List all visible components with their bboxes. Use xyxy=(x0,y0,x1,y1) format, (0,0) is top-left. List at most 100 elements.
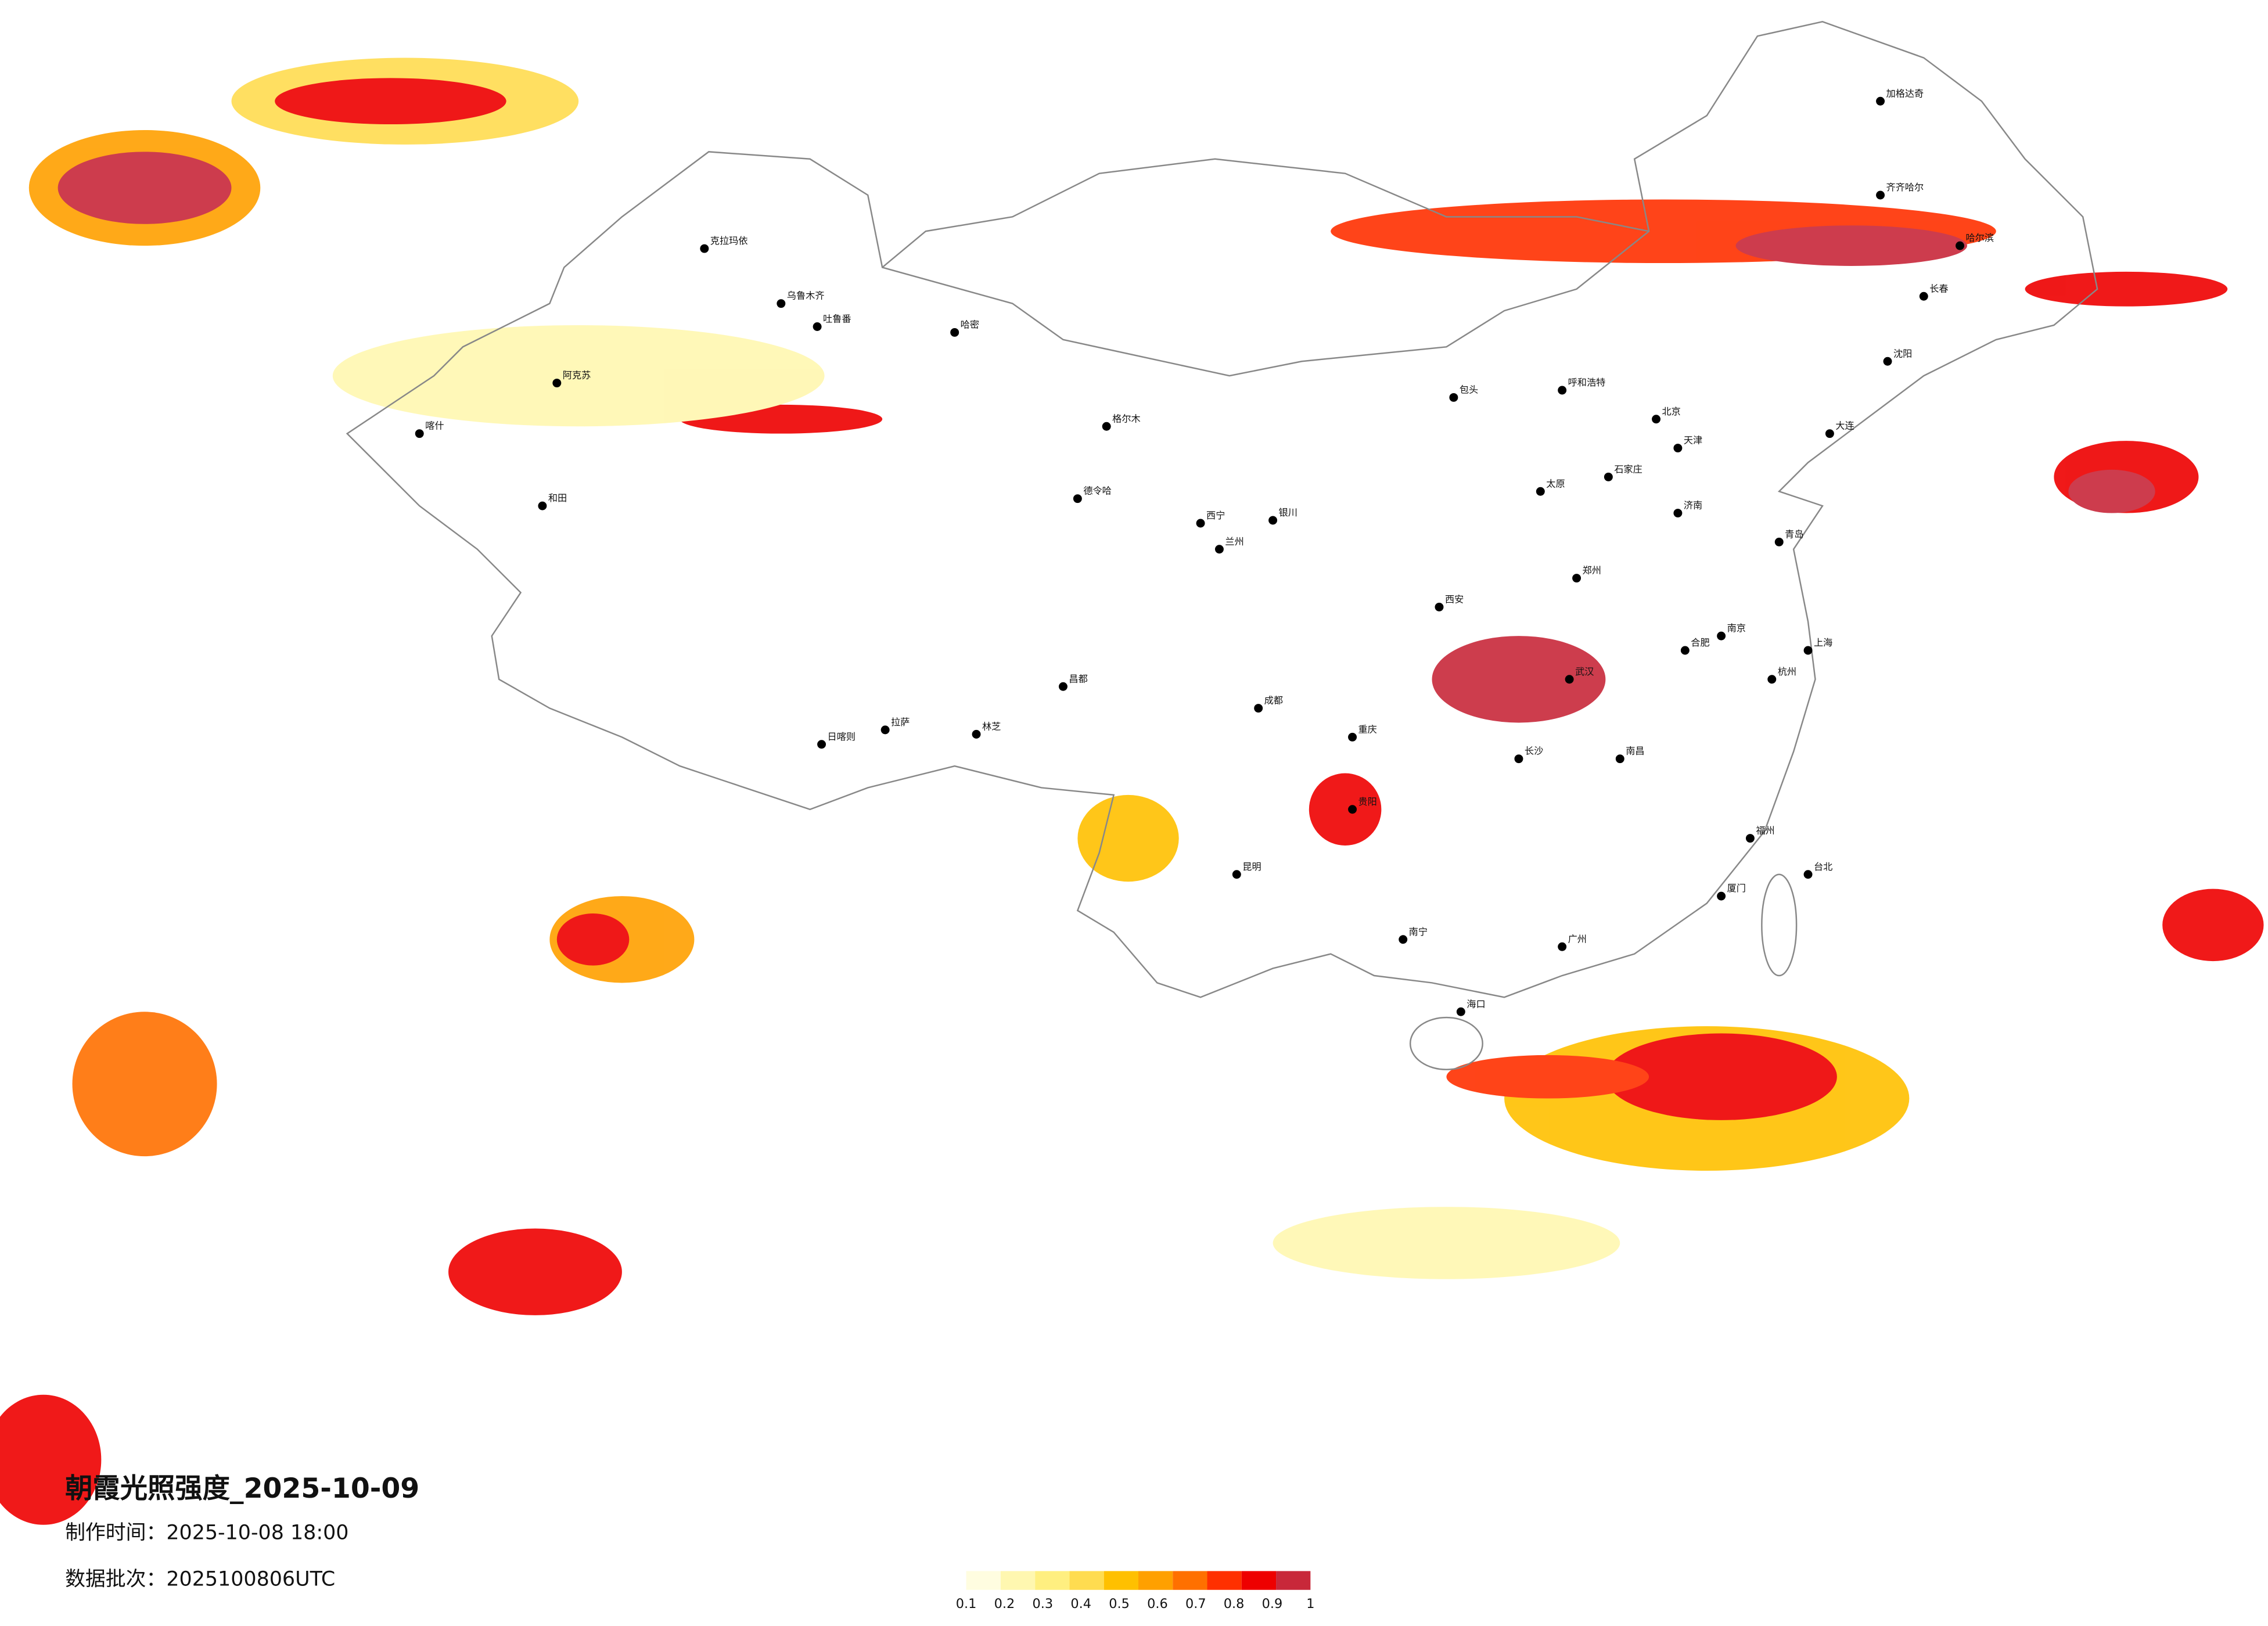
city-label: 克拉玛依 xyxy=(710,235,748,246)
city-label: 天津 xyxy=(1684,435,1702,446)
city-dot xyxy=(1348,805,1357,814)
city-dot xyxy=(1615,754,1624,764)
heat-patch xyxy=(1309,773,1382,846)
city-dot xyxy=(1745,834,1755,843)
city-dot xyxy=(1558,942,1567,951)
legend-tick-label: 0.7 xyxy=(1185,1596,1206,1611)
city-dot xyxy=(552,379,562,388)
city-dot xyxy=(1254,704,1263,713)
city-label: 西安 xyxy=(1445,593,1464,605)
city-dot xyxy=(1803,870,1813,879)
city-label: 台北 xyxy=(1814,861,1832,872)
city-label: 齐齐哈尔 xyxy=(1886,182,1924,193)
city-dot xyxy=(1572,574,1582,583)
legend-swatch xyxy=(1173,1571,1207,1590)
city-label: 林芝 xyxy=(982,721,1001,732)
city-label: 拉萨 xyxy=(891,717,910,728)
city-label: 大连 xyxy=(1835,420,1854,431)
city-dot xyxy=(1604,472,1613,481)
city-label: 郑州 xyxy=(1583,565,1601,576)
city-dot xyxy=(1268,516,1278,525)
heat-patch xyxy=(2162,888,2264,962)
city-label: 福州 xyxy=(1756,825,1774,836)
city-label: 太原 xyxy=(1546,478,1565,489)
city-label: 乌鲁木齐 xyxy=(787,290,825,301)
heat-layer xyxy=(0,57,2264,1525)
city-dot xyxy=(1680,646,1690,655)
city-label: 南宁 xyxy=(1409,926,1428,937)
city-label: 包头 xyxy=(1460,384,1478,395)
city-dot xyxy=(1774,537,1784,546)
city-dot xyxy=(1956,241,1965,250)
city-dot xyxy=(1232,870,1241,879)
city-label: 贵阳 xyxy=(1358,796,1377,807)
taiwan-border xyxy=(1761,873,1798,977)
city-dot xyxy=(1803,646,1813,655)
city-label: 昌都 xyxy=(1069,673,1087,684)
heat-patch xyxy=(57,152,232,224)
city-label: 北京 xyxy=(1662,406,1681,417)
city-dot xyxy=(1652,415,1661,424)
legend-swatch xyxy=(1138,1571,1173,1590)
legend-tick-label: 0.6 xyxy=(1147,1596,1168,1611)
city-label: 沈阳 xyxy=(1893,348,1912,359)
city-label: 长春 xyxy=(1929,283,1948,294)
city-label: 厦门 xyxy=(1727,883,1746,894)
legend-tick-label: 0.1 xyxy=(956,1596,977,1611)
city-dot xyxy=(1196,519,1205,528)
heat-patch xyxy=(556,913,630,966)
city-label: 喀什 xyxy=(425,420,444,431)
heat-patch xyxy=(0,1394,102,1525)
city-label: 西宁 xyxy=(1206,510,1225,521)
city-label: 杭州 xyxy=(1778,666,1796,677)
legend-swatch xyxy=(1207,1571,1242,1590)
heat-patch xyxy=(72,1012,217,1157)
city-label: 哈尔滨 xyxy=(1965,232,1994,243)
city-label: 济南 xyxy=(1684,500,1702,511)
legend-tick-label: 0.8 xyxy=(1224,1596,1245,1611)
city-label: 石家庄 xyxy=(1614,463,1642,474)
city-dot xyxy=(1825,429,1834,438)
mongolia-border xyxy=(882,158,1649,268)
city-dot xyxy=(1919,292,1928,301)
city-dot xyxy=(1102,422,1111,431)
city-dot xyxy=(1767,675,1777,684)
city-label: 昆明 xyxy=(1242,861,1261,872)
city-label: 哈密 xyxy=(961,319,979,330)
city-dot xyxy=(1883,357,1892,366)
legend-swatch xyxy=(1276,1571,1311,1590)
city-label: 和田 xyxy=(548,492,567,503)
city-dot xyxy=(1058,682,1067,691)
legend-tick-label: 0.3 xyxy=(1033,1596,1054,1611)
heat-patch xyxy=(332,325,825,427)
city-dot xyxy=(817,740,826,749)
city-dot xyxy=(1717,891,1726,901)
city-label: 武汉 xyxy=(1575,666,1594,677)
city-label: 成都 xyxy=(1264,695,1283,706)
city-dot xyxy=(950,328,959,337)
heat-patch xyxy=(2025,271,2228,307)
city-dot xyxy=(1449,393,1458,402)
city-dot xyxy=(1514,754,1523,764)
heat-patch xyxy=(1605,1033,1837,1120)
city-label: 银川 xyxy=(1279,507,1297,518)
heat-patch xyxy=(1446,1055,1649,1099)
legend-swatch xyxy=(1241,1571,1277,1590)
city-label: 加格达奇 xyxy=(1886,88,1924,99)
city-label: 海口 xyxy=(1467,998,1485,1009)
legend-tick-label: 1 xyxy=(1306,1596,1314,1611)
legend-swatch xyxy=(1104,1571,1138,1590)
city-label: 重庆 xyxy=(1358,724,1377,735)
map-title: 朝霞光照强度_2025-10-09 xyxy=(65,1473,419,1505)
city-label: 南京 xyxy=(1727,623,1746,634)
city-dot xyxy=(1214,545,1224,554)
city-label: 广州 xyxy=(1568,933,1587,944)
city-dot xyxy=(1673,444,1683,453)
heat-patch xyxy=(275,78,506,125)
city-dot xyxy=(880,725,890,735)
data-batch: 数据批次：2025100806UTC xyxy=(65,1567,335,1591)
legend: 0.1 0.2 0.3 0.4 0.5 0.6 0.7 0.8 0.9 1 xyxy=(956,1571,1314,1611)
city-label: 青岛 xyxy=(1785,528,1803,539)
city-dot xyxy=(1717,631,1726,641)
